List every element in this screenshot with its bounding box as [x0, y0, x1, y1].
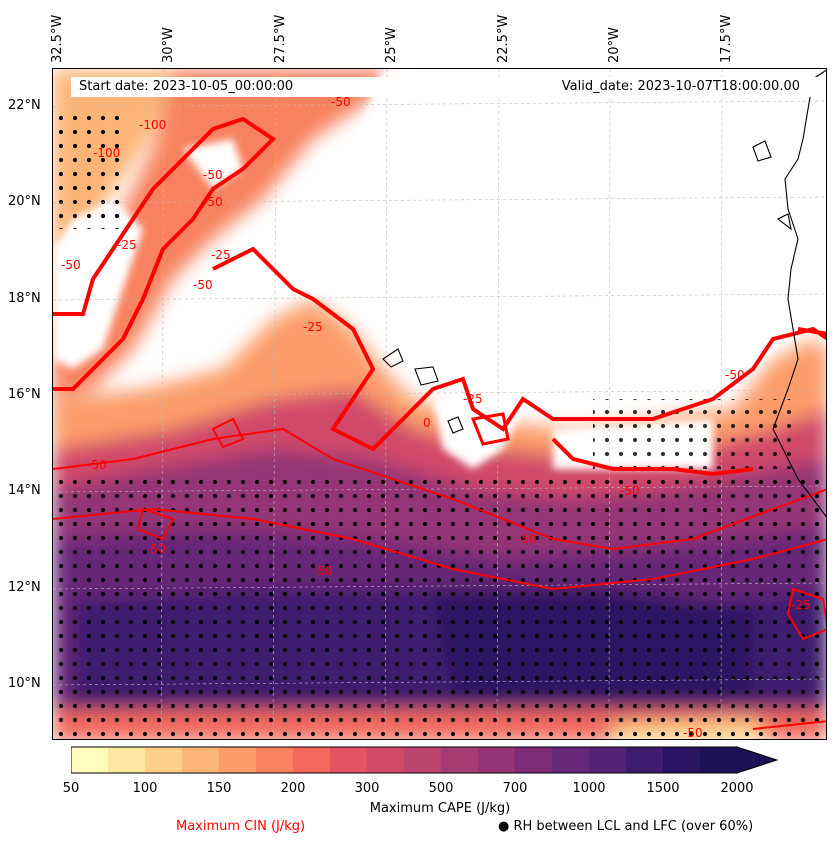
cin-label: -50 — [683, 726, 703, 740]
colorbar-segment — [404, 747, 442, 773]
colorbar-segment — [367, 747, 405, 773]
lat-label-16n: 16°N — [8, 387, 41, 402]
cin-label: -50 — [725, 368, 745, 382]
colorbar-segment — [515, 747, 553, 773]
cin-label: -100 — [139, 118, 166, 132]
cin-label: -50 — [313, 564, 333, 578]
lat-label-12n: 12°N — [8, 580, 41, 595]
lat-label-18n: 18°N — [8, 291, 41, 306]
colorbar-extend-arrow — [737, 747, 777, 773]
rh-dots — [53, 109, 826, 739]
colorbar-tick: 150 — [206, 781, 232, 796]
cin-label: -25 — [211, 248, 231, 262]
lat-label-10n: 10°N — [8, 676, 41, 691]
lat-label-20n: 20°N — [8, 194, 41, 209]
colorbar-outline — [71, 746, 779, 774]
cin-label: -25 — [117, 238, 137, 252]
cin-label: -50 — [203, 168, 223, 182]
graticule — [53, 69, 826, 739]
colorbar-segment — [589, 747, 627, 773]
cin-label: -50 — [331, 95, 351, 109]
rh-legend-label: ● RH between LCL and LFC (over 60%) — [498, 819, 754, 834]
cape-axis-label: Maximum CAPE (J/kg) — [369, 801, 511, 816]
cin-label: -50 — [146, 542, 166, 556]
lon-label-25w: 25°W — [384, 27, 399, 63]
lat-label-14n: 14°N — [8, 483, 41, 498]
colorbar-tick: 700 — [502, 781, 528, 796]
cin-label: 0 — [423, 416, 431, 430]
colorbar-segment — [478, 747, 516, 773]
colorbar-segment — [71, 747, 109, 773]
map-frame: -50 -50 -50 -50 -50 -50 -50 -50 -50 -50 … — [52, 68, 827, 740]
colorbar-tick: 300 — [354, 781, 380, 796]
lon-label-20w: 20°W — [607, 27, 622, 63]
colorbar-segment — [108, 747, 146, 773]
cin-label: -50 — [61, 258, 81, 272]
colorbar-segment — [145, 747, 183, 773]
colorbar-segment — [700, 747, 738, 773]
cin-label: -50 — [87, 458, 107, 472]
colorbar-segment — [182, 747, 220, 773]
lon-label-30w: 30°W — [161, 27, 176, 63]
colorbar-tick: 1500 — [646, 781, 680, 796]
colorbar-segment — [330, 747, 368, 773]
cin-label: -25 — [303, 320, 323, 334]
valid-date-label: Valid_date: 2023-10-07T18:00:00.00 — [561, 79, 800, 94]
cin-labels: -50 -50 -50 -50 -50 -50 -50 -50 -50 -50 … — [61, 95, 811, 740]
start-date-label: Start date: 2023-10-05_00:00:00 — [79, 79, 294, 94]
colorbar-tick: 1000 — [572, 781, 606, 796]
lat-label-22n: 22°N — [8, 98, 41, 113]
lon-label-32-5w: 32.5°W — [50, 14, 65, 63]
colorbar-tick: 500 — [428, 781, 454, 796]
colorbar-tick: 100 — [132, 781, 158, 796]
lon-label-27-5w: 27.5°W — [273, 14, 288, 63]
colorbar-segment — [256, 747, 294, 773]
cin-contours — [53, 116, 826, 730]
cin-legend-label: Maximum CIN (J/kg) — [176, 819, 306, 834]
colorbar-segment — [663, 747, 701, 773]
colorbar-segment — [552, 747, 590, 773]
colorbar-segment — [441, 747, 479, 773]
colorbar-segment — [293, 747, 331, 773]
cin-label: -50 — [193, 278, 213, 292]
coastline — [382, 69, 826, 518]
cape-field: -50 -50 -50 -50 -50 -50 -50 -50 -50 -50 … — [53, 69, 826, 740]
colorbar-tick: 200 — [280, 781, 306, 796]
cin-label: -50 — [203, 195, 223, 209]
cin-label: -50 — [517, 532, 537, 546]
cin-label: -50 — [620, 484, 640, 498]
colorbar-segment — [626, 747, 664, 773]
colorbar-tick: 2000 — [720, 781, 754, 796]
cin-label: -100 — [93, 146, 120, 160]
cin-label: -25 — [791, 598, 811, 612]
cin-label: -25 — [463, 392, 483, 406]
cape-colorbar — [71, 746, 779, 774]
lon-label-17-5w: 17.5°W — [719, 14, 734, 63]
colorbar-tick: 50 — [62, 781, 80, 796]
lon-label-22-5w: 22.5°W — [496, 14, 511, 63]
date-header-strip — [71, 77, 821, 97]
colorbar-segment — [219, 747, 257, 773]
